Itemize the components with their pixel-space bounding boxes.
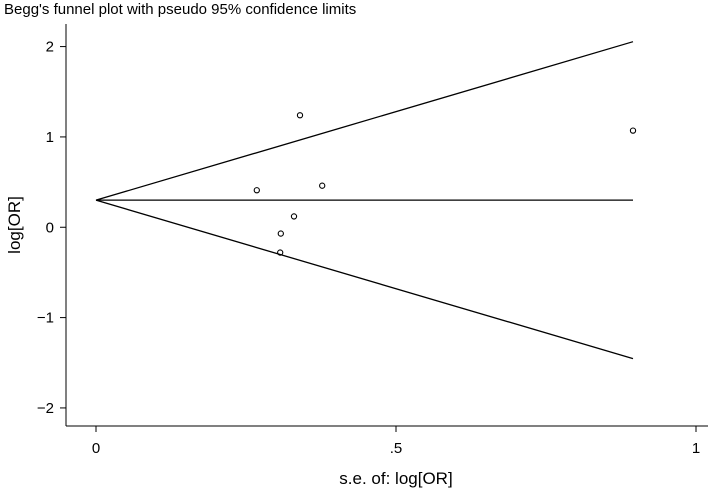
study-point	[296, 112, 304, 119]
y-tick-label: 0	[46, 219, 54, 236]
y-tick-label: −2	[37, 400, 54, 417]
study-points	[253, 112, 637, 256]
y-axis-ticks: −2 −1 0 1 2	[37, 39, 66, 417]
x-axis-ticks: 0.5 1	[92, 426, 700, 457]
y-axis-title: log[OR]	[5, 196, 24, 254]
y-tick-label: 2	[46, 39, 54, 56]
axes	[65, 24, 708, 427]
study-point	[253, 187, 260, 194]
y-tick-label: 1	[46, 129, 54, 146]
study-point	[277, 230, 284, 237]
lower-limit-line	[95, 199, 634, 360]
funnel-lines	[95, 41, 634, 360]
study-point	[290, 213, 298, 220]
x-tick-label: .5	[390, 440, 403, 457]
upper-limit-line	[95, 41, 634, 201]
x-tick-label: 0	[92, 440, 100, 457]
x-axis-title: s.e. of: log[OR]	[339, 469, 452, 488]
x-tick-label: 1	[692, 440, 700, 457]
study-point	[277, 249, 284, 256]
chart-title: Begg's funnel plot with pseudo 95% confi…	[4, 1, 356, 18]
study-point	[319, 182, 326, 189]
study-point	[629, 127, 637, 134]
y-tick-label: −1	[37, 310, 54, 327]
